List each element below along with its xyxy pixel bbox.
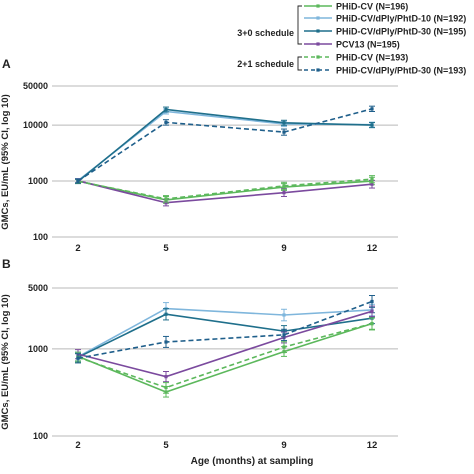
data-point	[164, 197, 168, 201]
data-point	[282, 121, 286, 125]
x-axis-title: Age (months) at sampling	[191, 456, 314, 467]
data-point	[164, 312, 168, 316]
legend-marker	[316, 55, 320, 59]
series-line	[77, 178, 373, 200]
series-2	[75, 108, 375, 184]
panel-label: B	[2, 257, 11, 271]
y-axis-title: GMCs, EU/mL (95% CI, log 10)	[0, 294, 11, 430]
series-3	[75, 106, 375, 185]
series-line	[77, 310, 373, 378]
legend-entry: PHiD-CV/dPly/PhtD-10 (N=192)	[336, 14, 466, 24]
data-point	[282, 345, 286, 349]
series-5	[75, 317, 375, 394]
data-point	[370, 322, 374, 326]
x-tick-label: 2	[75, 243, 80, 254]
data-point	[164, 340, 168, 344]
x-tick-label: 5	[163, 243, 169, 254]
x-tick-label: 9	[281, 440, 286, 451]
panel-label: A	[2, 57, 11, 71]
y-axis-title: GMCs, EU/mL (95% CI, log 10)	[0, 94, 11, 230]
legend-entry: PHiD-CV/dPly/PhtD-30 (N=193)	[336, 66, 466, 76]
y-tick-label: 10000	[23, 120, 48, 130]
data-point	[164, 385, 168, 390]
legend-marker	[316, 4, 320, 8]
legend-marker	[316, 29, 320, 33]
data-point	[282, 313, 286, 317]
series-4	[75, 178, 375, 207]
legend-entry: PHiD-CV (N=193)	[336, 53, 408, 63]
data-point	[282, 130, 286, 134]
data-point	[282, 333, 286, 337]
series-line	[77, 307, 373, 358]
data-point	[164, 201, 168, 205]
data-point	[164, 120, 168, 124]
series-6	[75, 105, 375, 184]
data-point	[282, 184, 286, 188]
series-line	[77, 322, 373, 393]
panel-a-chart: A GMCs, EU/mL (95% CI, log 10) 100 1000 1000…	[0, 57, 398, 254]
legend-group-label: 2+1 schedule	[237, 59, 294, 69]
series-line	[77, 108, 373, 182]
legend-entry: PHiD-CV (N=196)	[336, 2, 408, 12]
series-line	[77, 300, 373, 360]
data-point	[370, 309, 374, 313]
data-point	[164, 375, 168, 379]
series-line	[77, 322, 373, 389]
y-tick-label: 50000	[23, 81, 48, 91]
legend-marker	[316, 68, 320, 72]
series-6	[75, 295, 375, 364]
data-point	[370, 123, 374, 127]
legend-entry: PCV13 (N=195)	[336, 40, 400, 50]
x-tick-label: 12	[367, 243, 378, 254]
x-tick-label: 2	[75, 440, 80, 451]
x-tick-label: 5	[163, 440, 169, 451]
data-point	[164, 107, 168, 112]
y-tick-label: 5000	[28, 283, 48, 293]
data-point	[282, 191, 286, 195]
panel-b-chart: B GMCs, EU/mL (95% CI, log 10) 100 1000 5000…	[0, 257, 398, 451]
y-tick-label: 1000	[28, 176, 48, 186]
data-point	[370, 177, 374, 181]
legend-bracket	[297, 5, 302, 45]
data-point	[370, 182, 374, 186]
legend-entry: PHiD-CV/dPly/PhtD-30 (N=195)	[336, 27, 466, 37]
y-tick-label: 100	[33, 232, 48, 242]
data-point	[370, 299, 374, 304]
legend-marker	[316, 16, 320, 20]
series-line	[77, 180, 373, 204]
series-line	[77, 108, 373, 183]
data-point	[76, 356, 80, 360]
legend: PHiD-CV (N=196) PHiD-CV/dPly/PhtD-10 (N=1…	[237, 2, 466, 76]
legend-bracket	[297, 56, 302, 71]
series-2	[75, 302, 375, 362]
legend-marker	[316, 42, 320, 46]
x-tick-label: 9	[281, 243, 286, 254]
data-point	[76, 179, 80, 183]
data-point	[370, 107, 374, 111]
y-tick-label: 1000	[28, 344, 48, 354]
legend-group-label: 3+0 schedule	[237, 28, 294, 38]
y-tick-label: 100	[33, 431, 48, 441]
x-tick-label: 12	[367, 440, 378, 451]
